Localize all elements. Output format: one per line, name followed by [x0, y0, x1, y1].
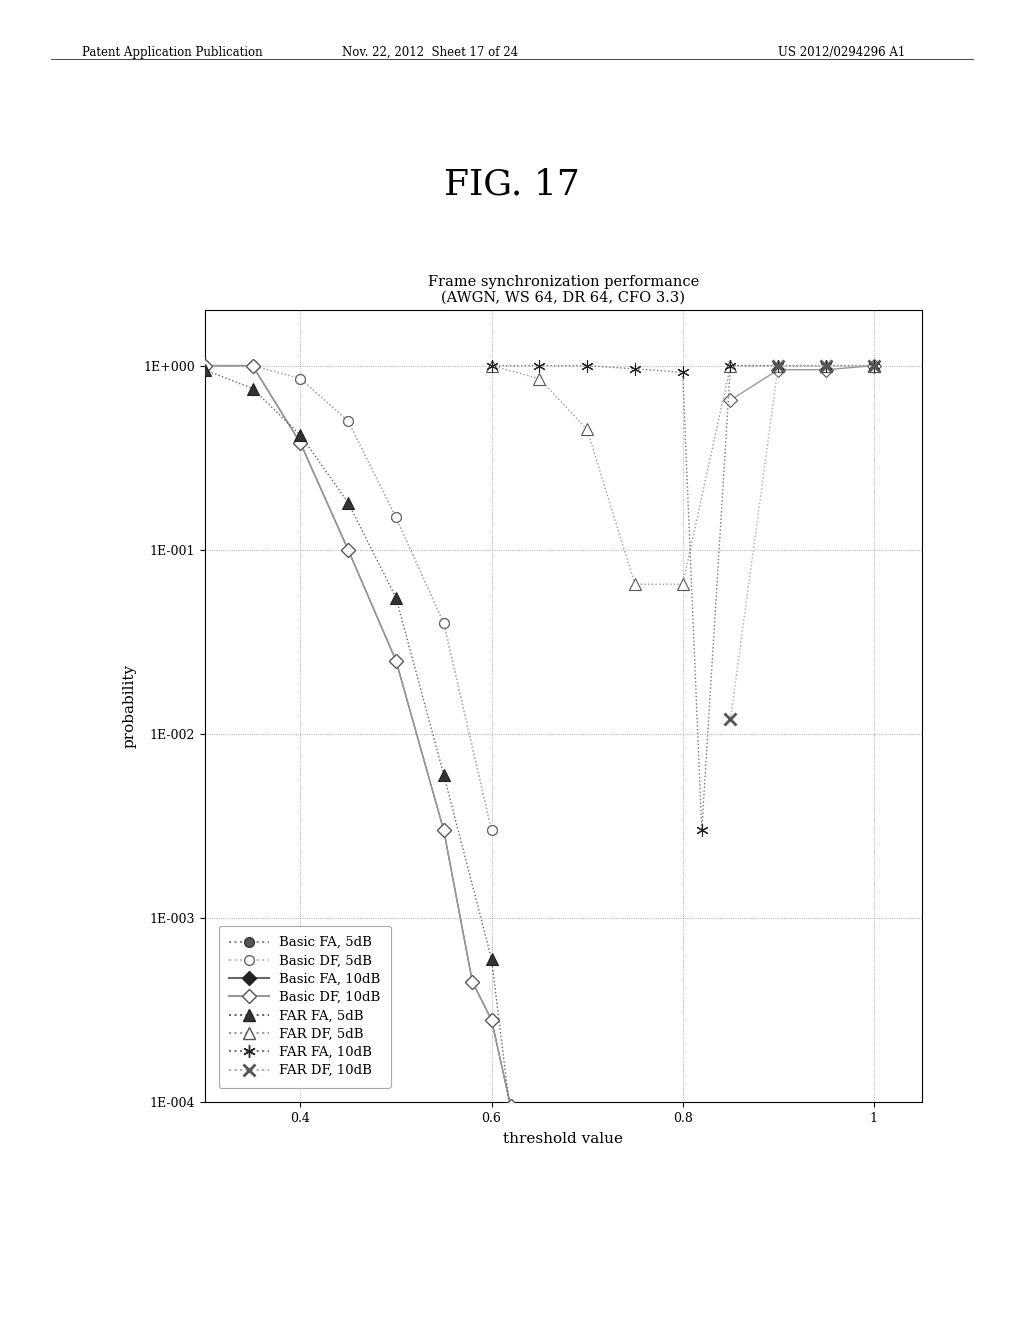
Line: FAR DF, 5dB: FAR DF, 5dB [486, 360, 880, 590]
FAR DF, 5dB [867, 358, 880, 374]
Text: Nov. 22, 2012  Sheet 17 of 24: Nov. 22, 2012 Sheet 17 of 24 [342, 46, 518, 59]
FAR DF, 10dB [772, 358, 784, 374]
Basic DF, 5dB [485, 822, 498, 838]
Basic DF, 10dB [342, 541, 354, 557]
Basic DF, 10dB [466, 974, 478, 990]
FAR DF, 5dB [485, 358, 498, 374]
Line: FAR FA, 10dB: FAR FA, 10dB [485, 359, 880, 837]
FAR DF, 5dB [629, 577, 641, 593]
Basic FA, 5dB [390, 510, 402, 525]
FAR FA, 10dB [724, 358, 736, 374]
Line: FAR DF, 10dB: FAR DF, 10dB [724, 359, 880, 726]
FAR FA, 5dB [390, 590, 402, 606]
Basic FA, 10dB [485, 1012, 498, 1028]
Basic DF, 10dB [294, 436, 306, 451]
FAR FA, 5dB [437, 767, 450, 783]
Basic DF, 5dB [199, 358, 211, 374]
Basic DF, 10dB [247, 358, 259, 374]
Basic DF, 5dB [247, 358, 259, 374]
Basic DF, 5dB [342, 413, 354, 429]
FAR FA, 10dB [677, 364, 689, 380]
Basic FA, 10dB [466, 974, 478, 990]
FAR FA, 10dB [534, 358, 546, 374]
Basic DF, 10dB [390, 652, 402, 668]
FAR FA, 5dB [485, 950, 498, 966]
Text: US 2012/0294296 A1: US 2012/0294296 A1 [778, 46, 905, 59]
Y-axis label: probability: probability [123, 664, 136, 748]
Legend: Basic FA, 5dB, Basic DF, 5dB, Basic FA, 10dB, Basic DF, 10dB, FAR FA, 5dB, FAR D: Basic FA, 5dB, Basic DF, 5dB, Basic FA, … [218, 925, 391, 1088]
FAR DF, 5dB [820, 358, 833, 374]
Line: Basic FA, 10dB: Basic FA, 10dB [200, 360, 515, 1111]
Basic FA, 10dB [199, 358, 211, 374]
X-axis label: threshold value: threshold value [503, 1131, 624, 1146]
FAR FA, 5dB [294, 428, 306, 444]
Basic FA, 10dB [390, 652, 402, 668]
Basic FA, 10dB [437, 822, 450, 838]
Text: Patent Application Publication: Patent Application Publication [82, 46, 262, 59]
FAR DF, 5dB [677, 577, 689, 593]
FAR FA, 10dB [695, 822, 708, 838]
Line: Basic FA, 5dB: Basic FA, 5dB [200, 360, 497, 836]
FAR DF, 5dB [724, 358, 736, 374]
Title: Frame synchronization performance
(AWGN, WS 64, DR 64, CFO 3.3): Frame synchronization performance (AWGN,… [428, 275, 698, 305]
FAR DF, 5dB [772, 358, 784, 374]
Basic FA, 10dB [342, 541, 354, 557]
Basic DF, 5dB [294, 371, 306, 387]
Basic DF, 10dB [505, 1098, 517, 1114]
Basic DF, 5dB [437, 615, 450, 631]
FAR FA, 5dB [199, 362, 211, 378]
FAR FA, 5dB [505, 1107, 517, 1123]
Basic FA, 10dB [505, 1098, 517, 1114]
Line: Basic DF, 5dB: Basic DF, 5dB [200, 360, 497, 836]
FAR FA, 10dB [629, 360, 641, 376]
Basic FA, 5dB [485, 822, 498, 838]
Basic DF, 10dB [437, 822, 450, 838]
Basic DF, 5dB [390, 510, 402, 525]
FAR FA, 5dB [342, 495, 354, 511]
FAR FA, 10dB [820, 358, 833, 374]
FAR DF, 10dB [820, 358, 833, 374]
FAR FA, 10dB [581, 358, 593, 374]
FAR FA, 10dB [485, 358, 498, 374]
Basic DF, 10dB [199, 358, 211, 374]
FAR DF, 10dB [724, 711, 736, 727]
Text: FIG. 17: FIG. 17 [444, 168, 580, 202]
Basic DF, 10dB [485, 1012, 498, 1028]
Line: FAR FA, 5dB: FAR FA, 5dB [200, 364, 516, 1121]
Basic FA, 5dB [294, 371, 306, 387]
Basic FA, 5dB [342, 413, 354, 429]
Basic FA, 5dB [247, 358, 259, 374]
FAR FA, 10dB [867, 358, 880, 374]
FAR FA, 5dB [247, 380, 259, 396]
Basic FA, 10dB [247, 358, 259, 374]
FAR DF, 5dB [534, 371, 546, 387]
Basic FA, 5dB [199, 358, 211, 374]
Basic FA, 10dB [294, 436, 306, 451]
FAR FA, 10dB [772, 358, 784, 374]
FAR DF, 5dB [581, 421, 593, 437]
FAR DF, 10dB [867, 358, 880, 374]
Basic FA, 5dB [437, 615, 450, 631]
Line: Basic DF, 10dB: Basic DF, 10dB [200, 360, 515, 1111]
